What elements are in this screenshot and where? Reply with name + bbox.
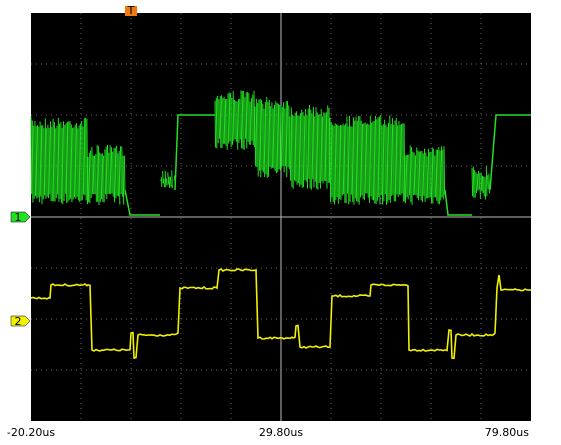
trigger-marker: T bbox=[125, 4, 137, 17]
grid bbox=[31, 13, 531, 421]
time-label: -20.20us bbox=[7, 426, 55, 439]
ch1-trace-burst bbox=[30, 90, 490, 206]
ch1-flag bbox=[10, 211, 31, 223]
time-label: 29.80us bbox=[259, 426, 303, 439]
channel-2-marker: 2 bbox=[10, 315, 31, 328]
waveforms bbox=[30, 90, 532, 360]
trigger-label: T bbox=[127, 4, 135, 17]
channel-1-marker: 1 bbox=[10, 211, 31, 224]
ch1-trace-flat bbox=[124, 114, 531, 216]
ch1-label: 1 bbox=[15, 211, 22, 224]
ch2-label: 2 bbox=[15, 315, 22, 328]
ch2-trace bbox=[30, 268, 532, 360]
ch2-flag bbox=[10, 315, 31, 327]
trigger-flag bbox=[125, 6, 137, 16]
time-label: 79.80us bbox=[485, 426, 529, 439]
